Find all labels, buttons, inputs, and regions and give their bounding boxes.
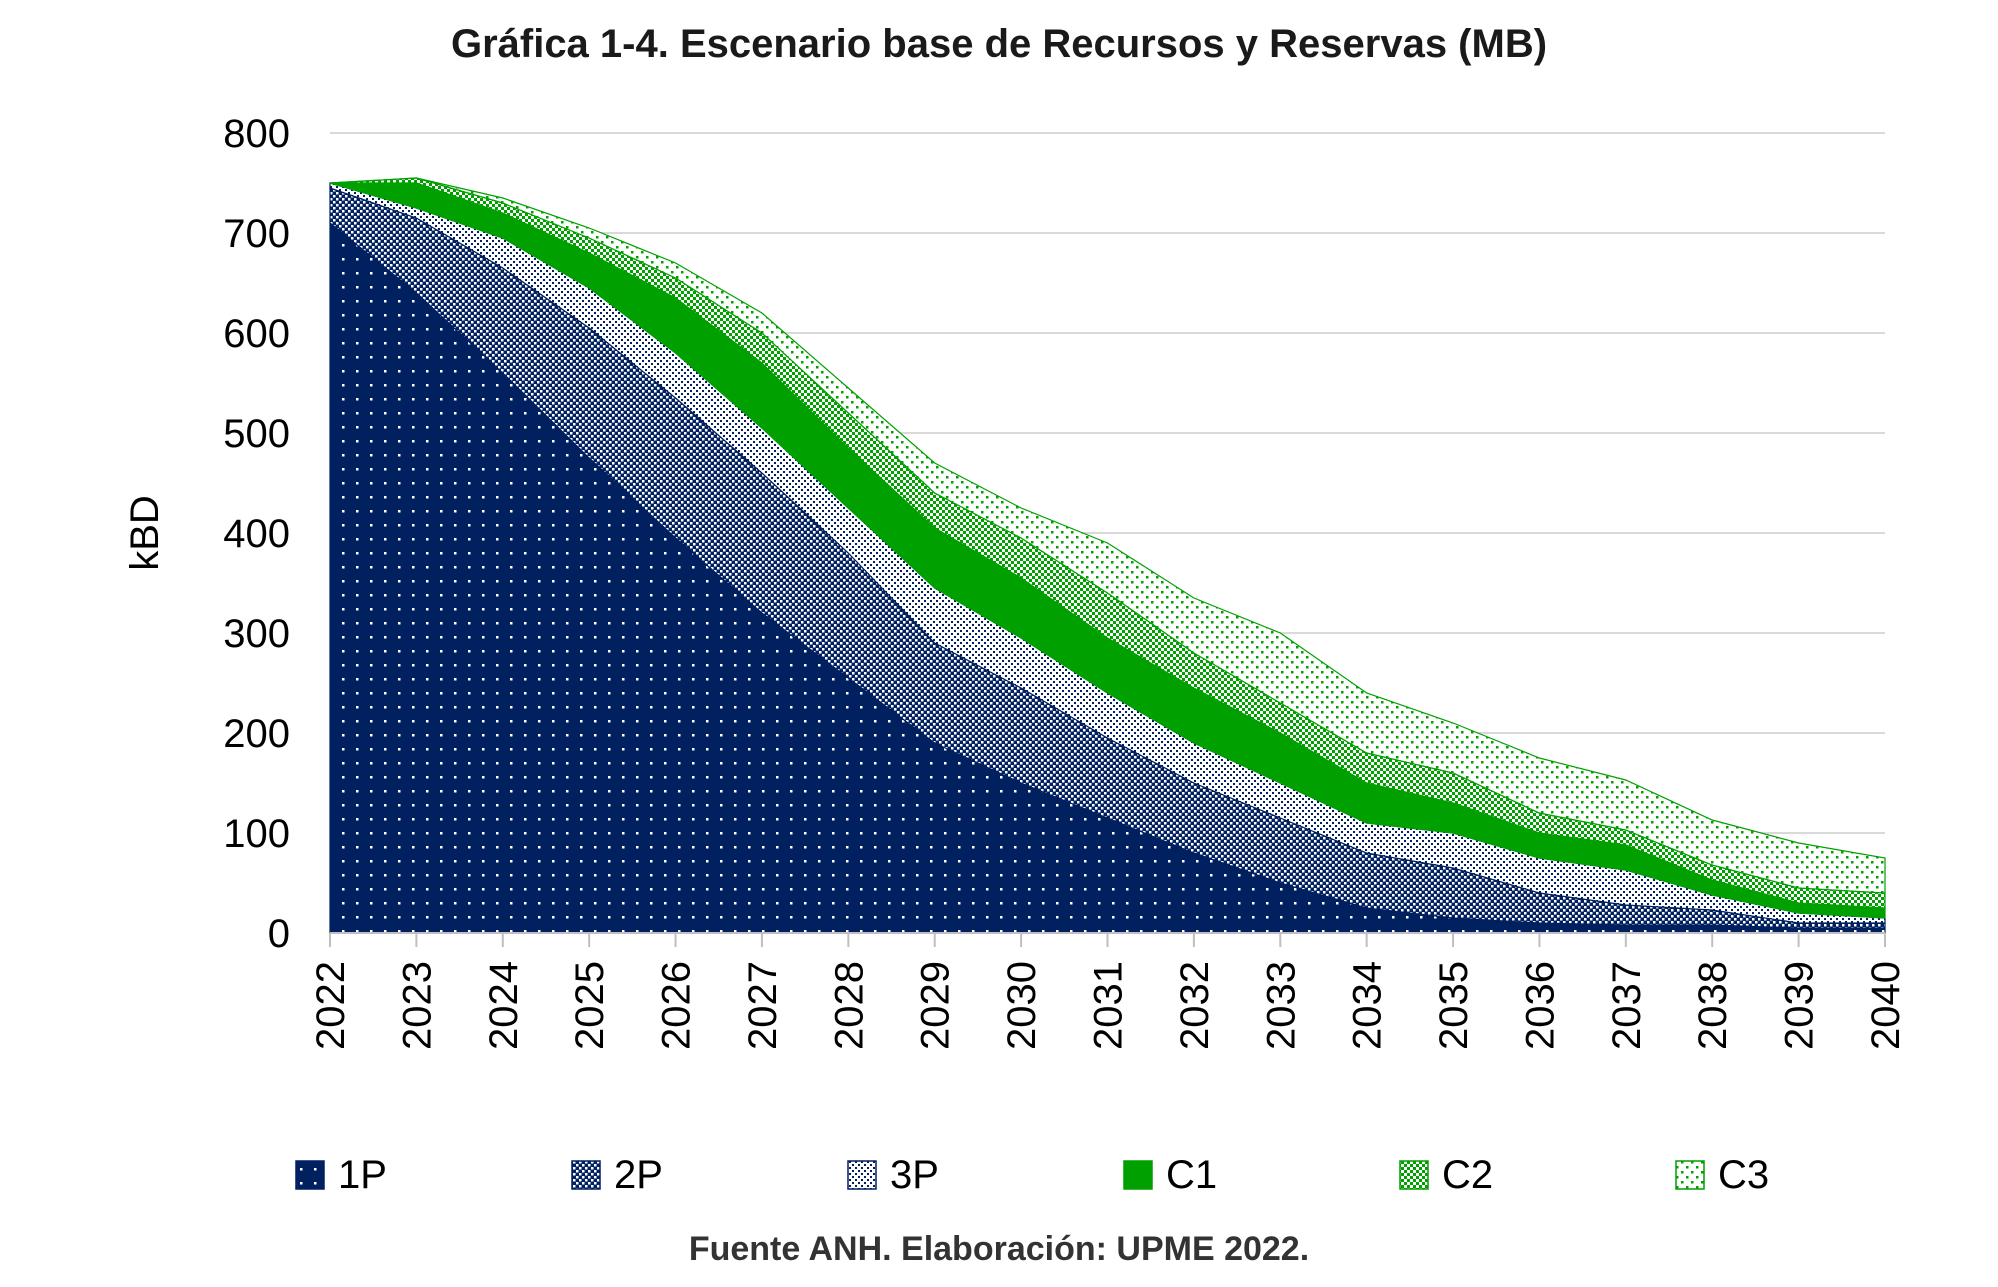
stacked-areas (329, 177, 1886, 934)
x-tick-label: 2023 (395, 961, 439, 1050)
legend-swatch (847, 1160, 877, 1190)
legend-label: C1 (1166, 1153, 1217, 1197)
legend-swatch (1123, 1160, 1153, 1190)
legend-item-1p: 1P (295, 1153, 387, 1197)
y-tick-label: 0 (268, 912, 290, 956)
legend: 1P 2P 3P C1 C2 C3 (295, 1153, 1769, 1197)
x-tick-label: 2035 (1432, 961, 1476, 1050)
y-tick-label: 300 (223, 612, 290, 656)
x-tick-label: 2026 (655, 961, 699, 1050)
source-note: Fuente ANH. Elaboración: UPME 2022. (688, 1230, 1310, 1268)
x-tick-label: 2029 (914, 961, 958, 1050)
y-tick-label: 400 (223, 512, 290, 556)
y-tick-label: 700 (223, 212, 290, 256)
legend-label: 3P (890, 1153, 939, 1197)
x-tick-label: 2028 (827, 961, 871, 1050)
legend-item-c3: C3 (1675, 1153, 1769, 1197)
x-tick-label: 2033 (1259, 961, 1303, 1050)
x-tick-label: 2039 (1778, 961, 1822, 1050)
x-tick-label: 2036 (1518, 961, 1562, 1050)
x-tick-label: 2027 (741, 961, 785, 1050)
x-tick-label: 2024 (482, 961, 526, 1050)
legend-swatch (571, 1160, 601, 1190)
y-tick-label: 800 (223, 112, 290, 156)
legend-swatch (1675, 1160, 1705, 1190)
x-tick-label: 2040 (1864, 961, 1908, 1050)
x-tick-label: 2025 (568, 961, 612, 1050)
area-series-c3 (329, 177, 1886, 894)
x-tick-label: 2034 (1346, 961, 1390, 1050)
y-axis-title: kBD (123, 495, 167, 571)
legend-label: C2 (1442, 1153, 1493, 1197)
x-tick-label: 2038 (1691, 961, 1735, 1050)
legend-item-2p: 2P (571, 1153, 663, 1197)
legend-item-c1: C1 (1123, 1153, 1217, 1197)
y-tick-label: 600 (223, 312, 290, 356)
legend-label: C3 (1718, 1153, 1769, 1197)
x-tick-label: 2030 (1000, 961, 1044, 1050)
x-tick-label: 2032 (1173, 961, 1217, 1050)
legend-swatch (295, 1160, 325, 1190)
chart-title: Gráfica 1-4. Escenario base de Recursos … (450, 22, 1548, 66)
legend-label: 2P (614, 1153, 663, 1197)
y-tick-label: 200 (223, 712, 290, 756)
axes: 0 100 200 300 400 500 600 700 800 2022 2023 2024 202… (223, 112, 1908, 1050)
legend-label: 1P (338, 1153, 387, 1197)
legend-swatch (1399, 1160, 1429, 1190)
x-tick-label: 2022 (309, 961, 353, 1050)
legend-item-3p: 3P (847, 1153, 939, 1197)
x-tick-label: 2031 (1087, 961, 1131, 1050)
y-tick-label: 100 (223, 812, 290, 856)
legend-item-c2: C2 (1399, 1153, 1493, 1197)
y-tick-label: 500 (223, 412, 290, 456)
x-tick-label: 2037 (1605, 961, 1649, 1050)
